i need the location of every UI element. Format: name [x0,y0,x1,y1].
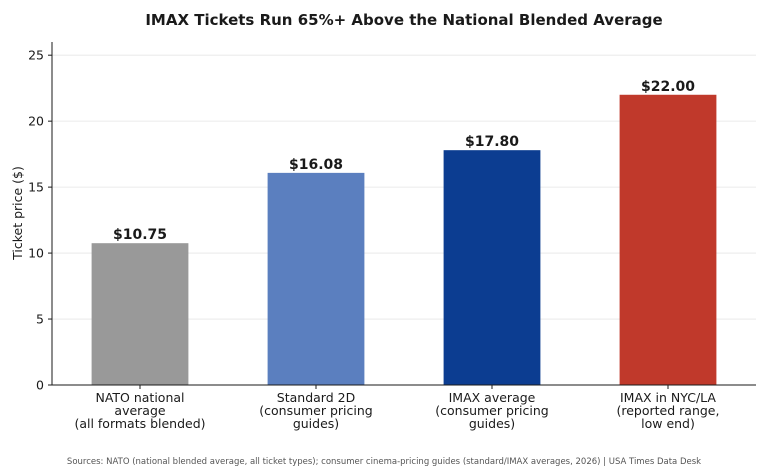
x-category-label: (consumer pricing [259,403,372,418]
value-label: $22.00 [641,79,695,95]
x-category-label: average [114,403,165,418]
x-category-label: (all formats blended) [74,416,205,431]
x-category-label: Standard 2D [277,390,355,405]
bar [91,243,189,385]
x-category-label: guides) [293,416,339,431]
x-category-label: NATO national [95,390,184,405]
x-category-label: IMAX average [449,390,536,405]
x-category-label: (reported range, [617,403,720,418]
chart-title: IMAX Tickets Run 65%+ Above the National… [145,11,662,29]
x-category-label: (consumer pricing [435,403,548,418]
y-tick-label: 5 [36,312,44,327]
bar [619,94,717,386]
y-axis-title: Ticket price ($) [10,166,25,261]
value-label: $10.75 [113,227,167,243]
x-category-label: IMAX in NYC/LA [620,390,716,405]
y-tick-label: 10 [28,246,44,261]
y-axis-ticks: 0 5 10 15 20 25 [28,48,52,393]
bars [91,94,717,386]
y-tick-label: 25 [28,48,44,63]
y-tick-label: 0 [36,378,44,393]
x-category-label: guides) [469,416,515,431]
y-tick-label: 20 [28,114,44,129]
value-labels: $10.75 $16.08 $17.80 $22.00 [113,79,695,243]
x-category-label: low end) [641,416,695,431]
y-tick-label: 15 [28,180,44,195]
source-note: Sources: NATO (national blended average,… [67,457,701,467]
bar [267,172,365,385]
bar [443,150,541,385]
value-label: $17.80 [465,134,519,150]
value-label: $16.08 [289,157,343,173]
